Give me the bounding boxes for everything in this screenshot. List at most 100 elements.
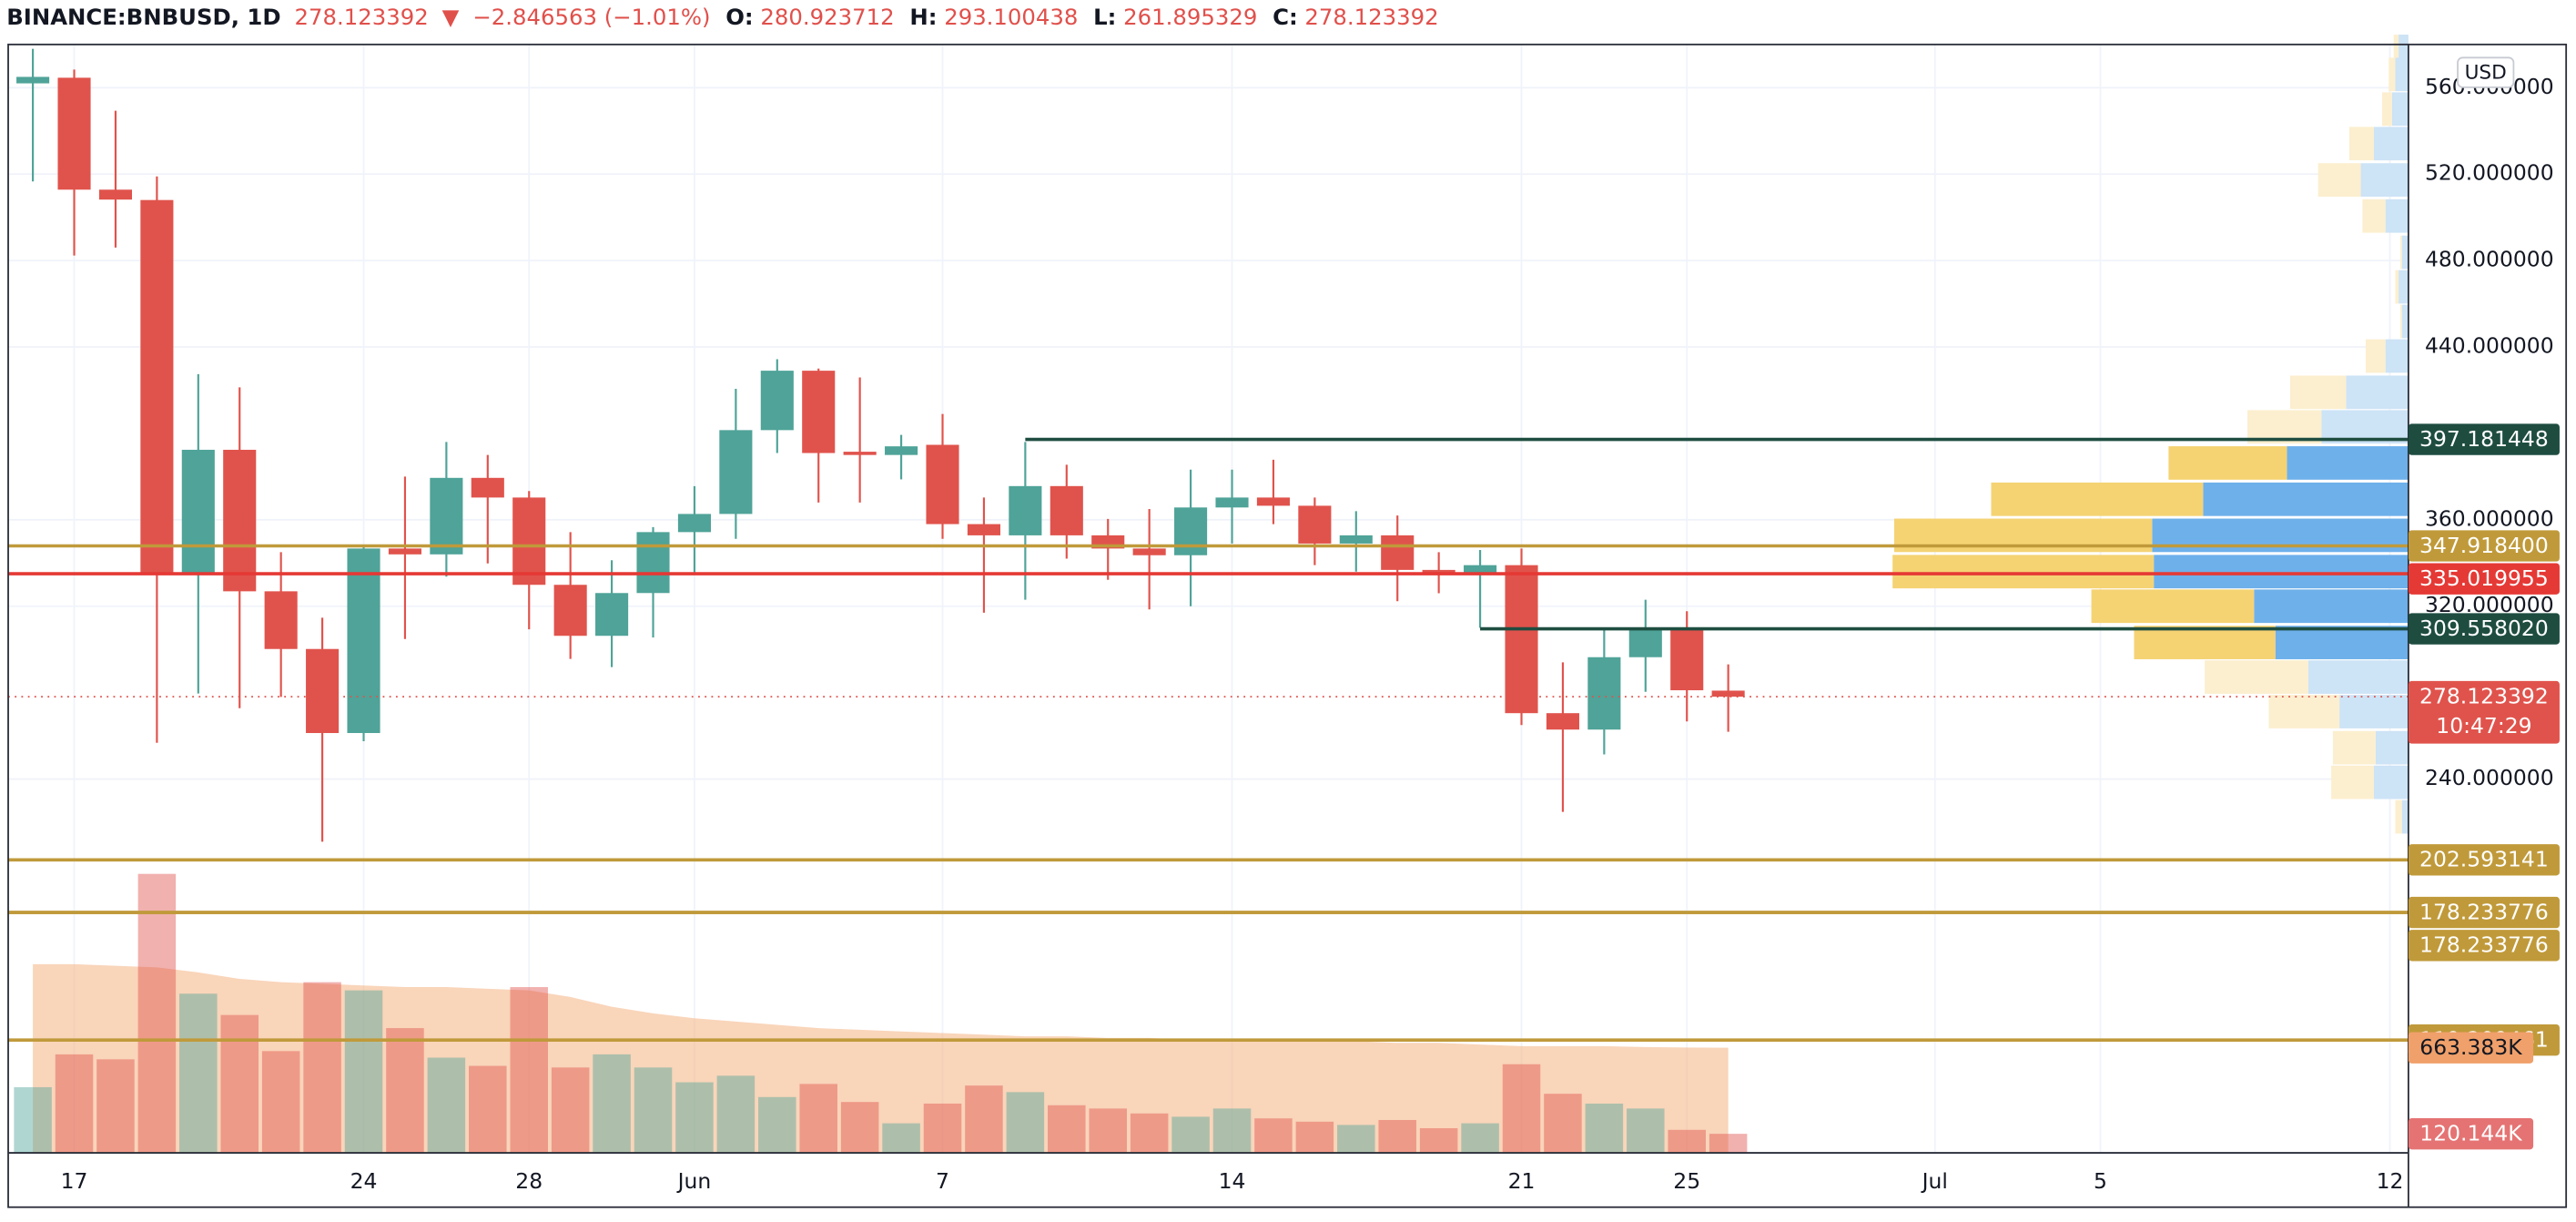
profile-sell bbox=[2393, 35, 2399, 68]
volume-bar bbox=[1709, 1134, 1748, 1154]
x-tick-label: 17 bbox=[61, 1168, 88, 1194]
level-label: 178.233776 bbox=[2419, 899, 2549, 924]
volume-bar bbox=[1171, 1116, 1210, 1154]
level-label: 309.558020 bbox=[2419, 616, 2549, 641]
currency-box bbox=[2457, 56, 2515, 88]
profile-sell bbox=[2134, 626, 2276, 659]
candle-body bbox=[595, 593, 629, 636]
volume-bar bbox=[675, 1082, 714, 1154]
candle-body bbox=[1298, 505, 1332, 544]
current-price-label: 278.123392 bbox=[2419, 683, 2549, 708]
volume-bar bbox=[1544, 1094, 1582, 1154]
volume-bar bbox=[427, 1057, 466, 1154]
candle-body bbox=[1174, 507, 1208, 555]
volume-bar bbox=[634, 1067, 673, 1154]
profile-buy bbox=[2339, 695, 2409, 728]
level-label-box bbox=[2408, 930, 2560, 962]
candle-body bbox=[1711, 690, 1745, 698]
volume-bar bbox=[882, 1123, 920, 1154]
profile-buy bbox=[2287, 446, 2409, 480]
profile-sell bbox=[2348, 127, 2375, 161]
x-tick-label: 25 bbox=[1673, 1168, 1700, 1194]
profile-buy bbox=[2275, 626, 2409, 659]
candle-body bbox=[926, 444, 959, 524]
level-label-box bbox=[2408, 563, 2560, 595]
candle-body bbox=[1587, 657, 1621, 730]
countdown: 10:47:29 bbox=[2436, 713, 2531, 738]
candle-body bbox=[1215, 497, 1249, 508]
candle-body bbox=[760, 371, 794, 431]
profile-buy bbox=[2399, 270, 2409, 304]
candle-body bbox=[1050, 485, 1083, 535]
x-tick-label: Jul bbox=[1921, 1168, 1948, 1194]
candle-body bbox=[1339, 535, 1373, 544]
last-price: 278.123392 bbox=[295, 4, 429, 30]
change-arrow: ▼ bbox=[442, 4, 460, 30]
volume-bar bbox=[1254, 1118, 1293, 1154]
profile-sell bbox=[2395, 270, 2399, 304]
axis-labels: 560.000000520.000000480.000000440.000000… bbox=[2408, 56, 2560, 1150]
volume-box bbox=[2408, 1117, 2534, 1150]
profile-buy bbox=[2401, 235, 2409, 270]
volume-bar bbox=[799, 1084, 837, 1154]
profile-buy bbox=[2391, 92, 2409, 127]
volume-bar bbox=[1212, 1108, 1252, 1154]
volume-bar bbox=[1006, 1092, 1045, 1154]
volume-bar bbox=[386, 1028, 424, 1154]
candle-body bbox=[1464, 565, 1497, 575]
profile-sell bbox=[1991, 482, 2204, 516]
volume-bar bbox=[14, 1086, 52, 1154]
volume-bar bbox=[469, 1065, 507, 1154]
candle-body bbox=[553, 585, 587, 636]
volume-bar bbox=[1048, 1105, 1086, 1154]
profile-sell bbox=[2331, 765, 2375, 799]
current-price-box bbox=[2408, 680, 2560, 744]
profile-buy bbox=[2374, 765, 2409, 799]
profile-sell bbox=[2168, 446, 2287, 480]
candle-body bbox=[306, 648, 340, 734]
level-label-box bbox=[2408, 423, 2560, 455]
profile-sell bbox=[2289, 375, 2347, 410]
candle-body bbox=[967, 524, 1000, 535]
profile-buy bbox=[2399, 35, 2409, 68]
candle-body bbox=[57, 77, 91, 190]
candle-body bbox=[1546, 713, 1579, 730]
volume-bar bbox=[840, 1102, 879, 1154]
candle-body bbox=[512, 497, 546, 586]
level-label: 397.181448 bbox=[2419, 426, 2549, 452]
candle-body bbox=[1628, 627, 1662, 657]
volume-bar bbox=[1419, 1128, 1458, 1154]
volume-ma-area bbox=[33, 963, 1729, 1154]
candle-body bbox=[388, 548, 421, 555]
open-value: 280.923712 bbox=[760, 4, 894, 30]
level-label: 335.019955 bbox=[2419, 565, 2549, 591]
candle-body bbox=[636, 532, 670, 594]
candle-body bbox=[1009, 485, 1042, 535]
level-label-box bbox=[2408, 530, 2560, 562]
volume-bar bbox=[1337, 1125, 1375, 1154]
candle-body bbox=[843, 452, 877, 455]
candle-body bbox=[471, 477, 504, 498]
x-tick-label: Jun bbox=[676, 1168, 712, 1194]
profile-buy bbox=[2254, 589, 2409, 624]
frame bbox=[7, 43, 2568, 1208]
y-tick-label: 240.000000 bbox=[2425, 765, 2554, 790]
profile-buy bbox=[2203, 482, 2409, 516]
profile-sell bbox=[1892, 555, 2155, 589]
low-value: 261.895329 bbox=[1123, 4, 1257, 30]
candle-body bbox=[347, 548, 380, 734]
candle-body bbox=[98, 189, 133, 200]
volume-bar bbox=[1627, 1108, 1665, 1154]
candle-body bbox=[802, 371, 836, 453]
profile-buy bbox=[2395, 57, 2409, 92]
volume-bar bbox=[1461, 1123, 1499, 1154]
profile-buy bbox=[2307, 660, 2409, 694]
x-tick-label: 24 bbox=[350, 1168, 378, 1194]
candle-body bbox=[1505, 565, 1538, 714]
profile-buy bbox=[2360, 163, 2409, 197]
candle-body bbox=[1132, 548, 1166, 555]
candle-body bbox=[140, 199, 174, 574]
volume-bar bbox=[344, 990, 383, 1154]
volume-ma-label: 663.383K bbox=[2419, 1034, 2522, 1060]
